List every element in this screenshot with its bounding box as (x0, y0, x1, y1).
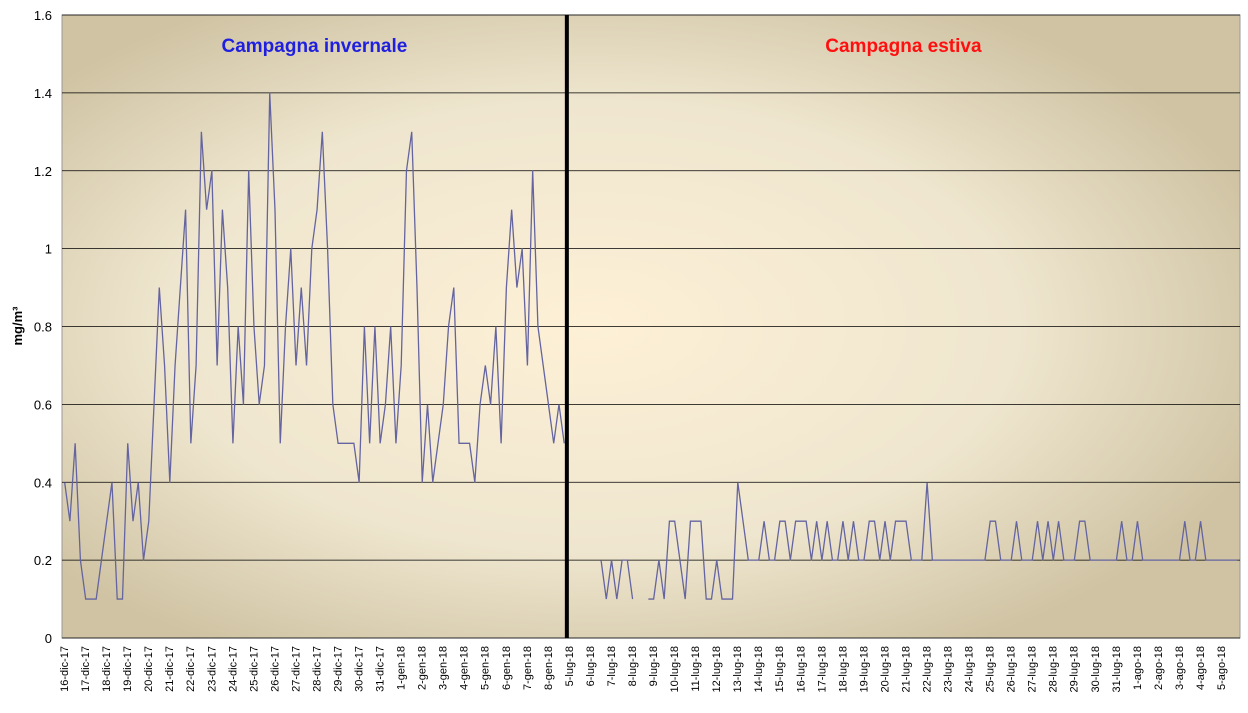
x-tick-label: 10-lug-18 (669, 646, 681, 692)
x-tick-label: 28-dic-17 (311, 646, 323, 692)
data-line (600, 482, 1238, 600)
y-tick-label: 1.6 (34, 8, 52, 23)
x-tick-label: 23-dic-17 (206, 646, 218, 692)
x-tick-label: 8-lug-18 (627, 646, 639, 686)
x-tick-label: 19-dic-17 (122, 646, 134, 692)
y-tick-label: 1 (45, 242, 52, 257)
x-tick-label: 7-lug-18 (606, 646, 618, 686)
panel-title: Campagna invernale (222, 36, 408, 57)
x-tick-label: 17-lug-18 (816, 646, 828, 692)
x-tick-label: 17-dic-17 (80, 646, 92, 692)
x-tick-label: 5-ago-18 (1216, 646, 1228, 690)
x-tick-label: 21-dic-17 (164, 646, 176, 692)
x-tick-label: 29-dic-17 (332, 646, 344, 692)
x-tick-label: 26-lug-18 (1006, 646, 1018, 692)
x-tick-label: 20-lug-18 (879, 646, 891, 692)
x-tick-label: 6-lug-18 (585, 646, 597, 686)
x-tick-label: 22-lug-18 (921, 646, 933, 692)
x-tick-label: 27-dic-17 (290, 646, 302, 692)
x-tick-label: 14-lug-18 (753, 646, 765, 692)
x-tick-label: 26-dic-17 (269, 646, 281, 692)
x-tick-label: 20-dic-17 (143, 646, 155, 692)
x-tick-label: 30-dic-17 (354, 646, 366, 692)
x-tick-label: 3-gen-18 (438, 646, 450, 690)
y-tick-label: 0.4 (34, 475, 52, 490)
x-tick-label: 3-ago-18 (1174, 646, 1186, 690)
x-tick-label: 25-lug-18 (985, 646, 997, 692)
x-tick-label: 23-lug-18 (943, 646, 955, 692)
x-tick-label: 6-gen-18 (501, 646, 513, 690)
x-tick-label: 4-gen-18 (459, 646, 471, 690)
x-tick-label: 1-gen-18 (396, 646, 408, 690)
y-tick-label: 0.8 (34, 320, 52, 335)
x-tick-label: 2-ago-18 (1153, 646, 1165, 690)
x-tick-label: 30-lug-18 (1090, 646, 1102, 692)
y-tick-label: 0 (45, 631, 52, 646)
x-tick-label: 31-dic-17 (375, 646, 387, 692)
x-tick-label: 8-gen-18 (543, 646, 555, 690)
x-tick-label: 12-lug-18 (711, 646, 723, 692)
x-tick-label: 16-dic-17 (59, 646, 71, 692)
x-tick-label: 31-lug-18 (1111, 646, 1123, 692)
x-tick-label: 29-lug-18 (1069, 646, 1081, 692)
x-tick-label: 27-lug-18 (1027, 646, 1039, 692)
x-tick-label: 28-lug-18 (1048, 646, 1060, 692)
x-tick-label: 7-gen-18 (522, 646, 534, 690)
y-tick-label: 0.6 (34, 397, 52, 412)
x-tick-label: 19-lug-18 (858, 646, 870, 692)
x-tick-label: 9-lug-18 (648, 646, 660, 686)
x-tick-label: 18-dic-17 (101, 646, 113, 692)
x-tick-label: 2-gen-18 (417, 646, 429, 690)
x-tick-label: 22-dic-17 (185, 646, 197, 692)
panel-title: Campagna estiva (825, 36, 982, 57)
y-tick-label: 1.2 (34, 164, 52, 179)
y-tick-label: 1.4 (34, 86, 52, 101)
x-tick-label: 24-dic-17 (227, 646, 239, 692)
x-tick-label: 25-dic-17 (248, 646, 260, 692)
x-tick-label: 13-lug-18 (732, 646, 744, 692)
x-tick-label: 21-lug-18 (900, 646, 912, 692)
y-axis-label: mg/m³ (10, 306, 25, 346)
x-tick-label: 11-lug-18 (690, 646, 702, 692)
x-tick-label: 5-lug-18 (564, 646, 576, 686)
y-tick-label: 0.2 (34, 553, 52, 568)
x-tick-label: 15-lug-18 (774, 646, 786, 692)
x-tick-label: 16-lug-18 (795, 646, 807, 692)
x-tick-label: 18-lug-18 (837, 646, 849, 692)
x-tick-label: 4-ago-18 (1195, 646, 1207, 690)
data-line (63, 92, 565, 600)
x-tick-label: 5-gen-18 (480, 646, 492, 690)
x-tick-label: 1-ago-18 (1132, 646, 1144, 690)
x-tick-label: 24-lug-18 (964, 646, 976, 692)
